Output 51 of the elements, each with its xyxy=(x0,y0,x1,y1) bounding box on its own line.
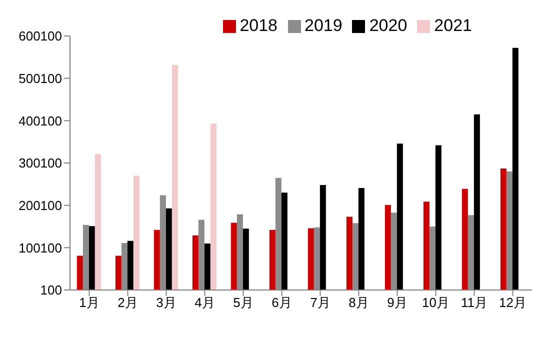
y-tick-label: 400100 xyxy=(18,113,62,128)
y-tick-label: 100100 xyxy=(18,240,62,256)
bar xyxy=(115,256,122,290)
bar xyxy=(512,48,518,290)
bar xyxy=(423,202,430,290)
bar xyxy=(154,230,160,290)
bar xyxy=(384,204,391,290)
y-tick-label: 300100 xyxy=(18,156,62,171)
bar xyxy=(166,208,172,290)
bar xyxy=(462,188,468,290)
x-tick-label: 5月 xyxy=(233,295,254,310)
y-tick-label: 600100 xyxy=(18,28,62,44)
bar xyxy=(76,256,83,290)
x-tick-label: 6月 xyxy=(272,295,292,310)
x-tick-label: 7月 xyxy=(310,295,330,310)
bar xyxy=(210,124,216,290)
legend-label: 2018 xyxy=(240,16,278,35)
bar xyxy=(172,64,178,290)
bar xyxy=(358,188,364,290)
x-tick-label: 4月 xyxy=(194,295,215,310)
y-tick-label: 100 xyxy=(40,282,62,298)
x-tick-label: 3月 xyxy=(156,295,176,310)
bar xyxy=(308,228,314,290)
bar xyxy=(127,240,134,290)
x-tick-label: 10月 xyxy=(422,295,450,310)
bar xyxy=(320,185,326,290)
x-tick-label: 2月 xyxy=(118,295,138,310)
bar xyxy=(133,176,140,290)
x-tick-label: 1月 xyxy=(79,295,100,310)
bar xyxy=(269,230,276,290)
bar xyxy=(94,154,101,290)
bar xyxy=(281,192,288,290)
legend-label: 2021 xyxy=(434,16,472,35)
bar xyxy=(500,168,506,290)
bar xyxy=(474,114,480,290)
x-tick-label: 8月 xyxy=(348,295,369,310)
bar xyxy=(242,228,249,290)
x-tick-label: 11月 xyxy=(461,295,488,310)
bar xyxy=(88,226,95,290)
bar xyxy=(346,216,352,290)
bar xyxy=(230,222,237,290)
bar xyxy=(435,145,442,290)
bar xyxy=(396,144,403,290)
x-tick-label: 9月 xyxy=(387,295,408,310)
legend-label: 2020 xyxy=(369,16,408,35)
y-tick-label: 200100 xyxy=(18,198,62,213)
bar xyxy=(204,243,210,290)
x-tick-label: 12月 xyxy=(499,295,526,310)
legend-label: 2019 xyxy=(304,16,342,35)
bar xyxy=(192,235,198,290)
y-tick-label: 500100 xyxy=(18,70,62,86)
